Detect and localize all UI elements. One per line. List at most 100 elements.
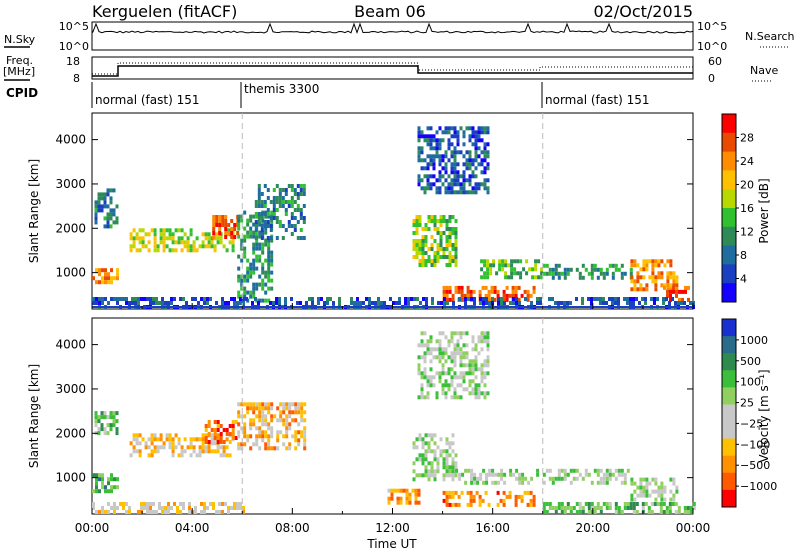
velocity-cell	[433, 473, 437, 478]
velocity-cell	[417, 367, 421, 372]
velocity-cell	[659, 510, 663, 514]
velocity-cell	[201, 437, 205, 442]
power-cell	[225, 248, 229, 253]
power-cell	[186, 248, 190, 253]
power-cell	[639, 267, 643, 272]
power-cell	[418, 239, 422, 243]
velocity-cell	[669, 497, 673, 502]
velocity-cell	[270, 446, 274, 451]
velocity-cell	[106, 431, 110, 436]
velocity-cell	[249, 422, 253, 427]
power-cell	[252, 258, 256, 263]
velocity-cell	[686, 510, 690, 514]
velocity-cell	[614, 502, 618, 506]
velocity-cell	[471, 391, 475, 396]
power-cell	[418, 223, 422, 227]
velocity-cell	[665, 510, 669, 514]
velocity-cell	[496, 502, 500, 507]
power-cell	[518, 301, 521, 305]
power-cell	[487, 293, 491, 298]
nave-tick-bottom: 0	[708, 72, 715, 85]
velocity-cell	[450, 359, 454, 364]
power-cell	[284, 192, 288, 196]
velocity-cell	[442, 477, 446, 482]
power-cell	[451, 231, 455, 235]
power-cell	[392, 301, 395, 305]
power-cell	[218, 231, 222, 235]
power-cell	[663, 285, 666, 290]
power-cell	[473, 297, 476, 301]
power-cell	[536, 301, 539, 305]
power-cell	[442, 247, 446, 251]
velocity-cell	[300, 406, 304, 411]
velocity-cell	[477, 391, 481, 396]
power-cell	[493, 285, 497, 290]
power-cell	[237, 254, 241, 259]
power-cell	[629, 271, 633, 276]
velocity-cell	[420, 391, 424, 396]
velocity-cell	[414, 496, 418, 501]
power-cell	[528, 267, 532, 272]
velocity-cell	[486, 363, 490, 368]
power-cell	[666, 275, 670, 280]
velocity-cell	[264, 418, 268, 423]
power-cell	[171, 232, 175, 237]
velocity-cell	[660, 493, 664, 498]
power-cell	[233, 301, 236, 305]
velocity-cell	[242, 506, 245, 510]
velocity-cell	[453, 351, 457, 356]
power-cell	[470, 297, 473, 301]
velocity-cell	[474, 347, 478, 352]
velocity-cell	[206, 506, 209, 510]
power-cell	[240, 286, 244, 291]
velocity-cell	[101, 473, 104, 478]
power-cell	[435, 186, 439, 191]
velocity-cell	[252, 442, 256, 447]
velocity-cell	[462, 387, 466, 392]
velocity-cell	[491, 468, 495, 473]
power-cell	[296, 184, 300, 188]
power-cell	[293, 228, 297, 232]
velocity-cell	[465, 331, 469, 336]
velocity-cell	[523, 490, 527, 495]
power-cell	[278, 192, 282, 196]
velocity-cell	[451, 465, 455, 470]
power-cell	[228, 228, 232, 233]
power-cell	[500, 301, 503, 305]
velocity-cell	[140, 506, 143, 510]
velocity-cell	[432, 355, 436, 360]
power-cell	[138, 240, 142, 245]
velocity-cell	[103, 415, 107, 420]
velocity-cell	[599, 468, 603, 473]
power-cell	[421, 255, 425, 259]
velocity-cell	[285, 422, 289, 427]
velocity-cell	[441, 371, 445, 376]
velocity-cell	[575, 510, 579, 514]
velocity-cell	[107, 489, 110, 494]
power-cell	[237, 278, 241, 283]
power-cell	[131, 297, 134, 301]
power-cell	[672, 285, 675, 290]
velocity-cell	[267, 406, 271, 411]
velocity-cell	[97, 419, 101, 424]
power-cell	[484, 293, 488, 298]
power-cell	[281, 200, 285, 204]
velocity-cell	[566, 506, 570, 510]
power-cell	[630, 287, 634, 292]
power-cell	[423, 134, 427, 139]
nave-label: Nave	[750, 64, 778, 77]
power-cell	[264, 238, 268, 243]
power-cell	[426, 166, 430, 171]
velocity-cell	[459, 351, 463, 356]
velocity-cell	[470, 472, 474, 477]
velocity-cell	[632, 506, 636, 510]
velocity-cell	[150, 453, 154, 458]
velocity-cell	[645, 477, 649, 482]
power-cell	[450, 166, 454, 171]
power-cell	[153, 228, 157, 233]
power-cell	[438, 178, 442, 183]
power-cell	[566, 301, 569, 305]
power-cell	[267, 266, 271, 271]
power-cell	[453, 170, 457, 175]
velocity-cell	[237, 446, 241, 451]
